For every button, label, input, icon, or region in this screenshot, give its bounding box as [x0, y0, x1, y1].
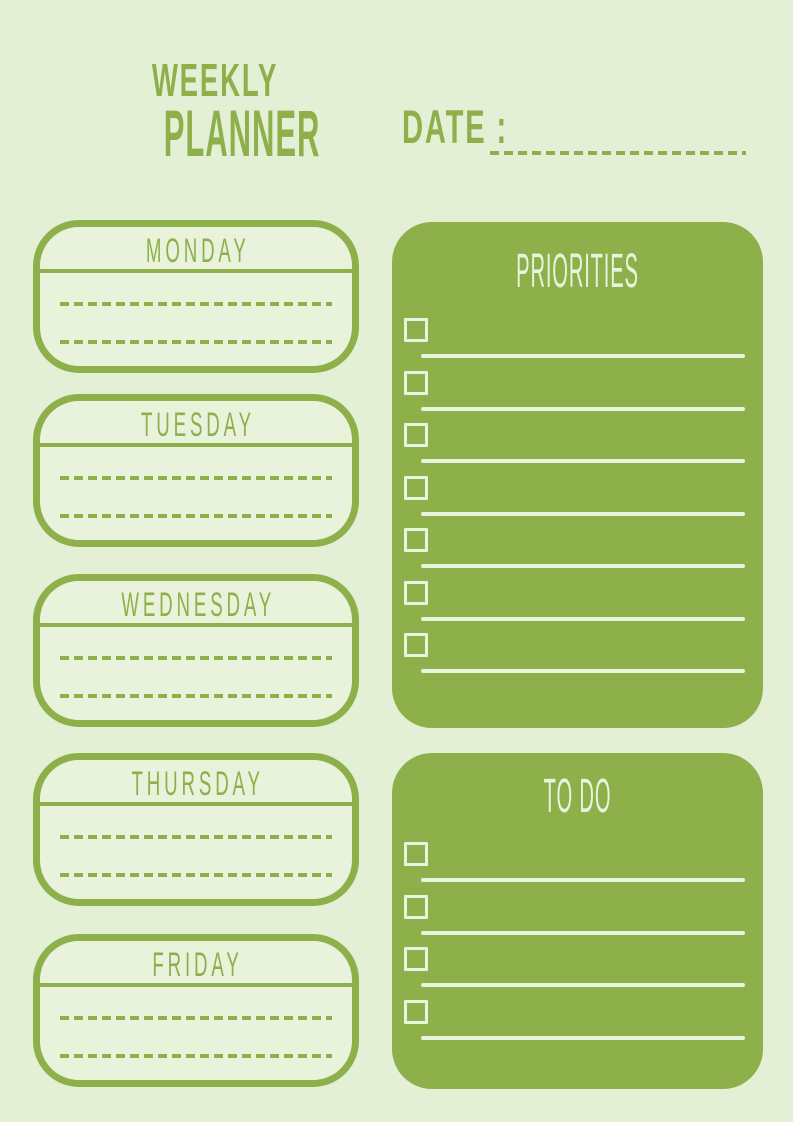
note-line[interactable] — [60, 514, 332, 518]
priorities-title: PRIORITIES — [516, 245, 639, 298]
task-fill-line[interactable] — [421, 406, 745, 411]
checkbox[interactable] — [404, 947, 428, 971]
task-fill-line[interactable] — [421, 669, 745, 673]
note-line[interactable] — [60, 340, 332, 344]
day-card-wednesday: WEDNESDAY — [33, 574, 359, 727]
day-card-header: FRIDAY — [40, 941, 352, 987]
checkbox[interactable] — [404, 999, 428, 1024]
note-line[interactable] — [60, 835, 332, 839]
checkbox[interactable] — [404, 842, 428, 866]
page-title: WEEKLY PLANNER — [106, 54, 324, 171]
task-fill-line[interactable] — [421, 511, 745, 516]
date-fill-line[interactable] — [490, 151, 746, 155]
note-line[interactable] — [60, 1016, 332, 1020]
priority-row — [404, 528, 745, 581]
priority-row — [404, 318, 745, 371]
checkbox[interactable] — [404, 894, 428, 919]
priority-row — [404, 423, 745, 476]
task-fill-line[interactable] — [421, 878, 745, 882]
todo-title: TO DO — [543, 770, 612, 823]
day-card-header: WEDNESDAY — [40, 581, 352, 627]
priority-row — [404, 475, 745, 529]
todo-row — [404, 894, 745, 948]
task-fill-line[interactable] — [421, 354, 745, 358]
day-label: TUESDAY — [140, 406, 255, 444]
task-fill-line[interactable] — [421, 616, 745, 621]
day-card-tuesday: TUESDAY — [33, 394, 359, 547]
checkbox[interactable] — [404, 370, 428, 395]
note-line[interactable] — [60, 656, 332, 660]
checkbox[interactable] — [404, 318, 428, 342]
day-card-thursday: THURSDAY — [33, 753, 359, 906]
task-fill-line[interactable] — [421, 983, 745, 987]
todo-list — [404, 842, 745, 1052]
priority-row — [404, 633, 745, 686]
checkbox[interactable] — [404, 528, 428, 552]
day-card-header: THURSDAY — [40, 760, 352, 806]
checkbox[interactable] — [404, 633, 428, 657]
priority-row — [404, 580, 745, 634]
task-fill-line[interactable] — [421, 564, 745, 568]
priority-row — [404, 370, 745, 424]
day-label: FRIDAY — [152, 946, 244, 984]
checkbox[interactable] — [404, 423, 428, 447]
priorities-list — [404, 318, 745, 686]
task-fill-line[interactable] — [421, 930, 745, 935]
todo-panel: TO DO — [392, 753, 763, 1089]
task-fill-line[interactable] — [421, 459, 745, 463]
todo-row — [404, 999, 745, 1053]
task-fill-line[interactable] — [421, 1035, 745, 1040]
note-line[interactable] — [60, 694, 332, 698]
day-card-friday: FRIDAY — [33, 934, 359, 1087]
priorities-panel: PRIORITIES — [392, 222, 763, 728]
note-line[interactable] — [60, 302, 332, 306]
checkbox[interactable] — [404, 475, 428, 500]
date-label: DATE : — [402, 100, 509, 153]
title-line-planner: PLANNER — [163, 96, 321, 171]
day-label: THURSDAY — [131, 765, 265, 803]
title-line-weekly: WEEKLY — [151, 54, 279, 106]
day-label: MONDAY — [146, 232, 250, 270]
checkbox[interactable] — [404, 580, 428, 605]
note-line[interactable] — [60, 1054, 332, 1058]
day-label: WEDNESDAY — [121, 586, 275, 624]
note-line[interactable] — [60, 873, 332, 877]
todo-row — [404, 947, 745, 1000]
todo-row — [404, 842, 745, 895]
day-card-header: TUESDAY — [40, 401, 352, 447]
note-line[interactable] — [60, 476, 332, 480]
day-card-monday: MONDAY — [33, 220, 359, 373]
day-card-header: MONDAY — [40, 227, 352, 273]
